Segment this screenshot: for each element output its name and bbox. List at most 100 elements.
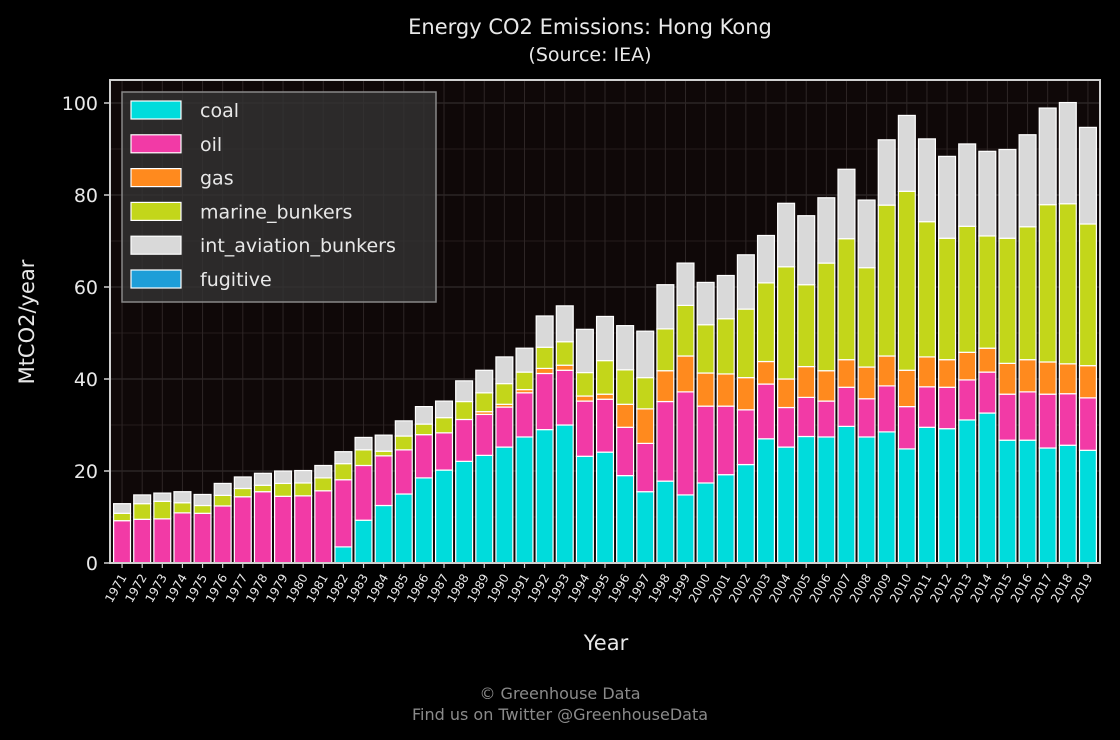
bar-int_aviation_bunkers-2017 [1038,107,1057,206]
x-tick-label: 2019 [1068,572,1095,605]
bar-coal-1986 [414,477,433,564]
bar-marine_bunkers-1978 [253,484,272,493]
bar-marine_bunkers-1975 [193,504,212,514]
bar-int_aviation_bunkers-1998 [656,284,675,330]
bar-oil-2016 [1018,391,1037,441]
bar-marine_bunkers-2019 [1078,223,1097,367]
bar-marine_bunkers-2003 [756,282,776,363]
bar-int_aviation_bunkers-1985 [394,420,413,437]
legend-label-oil: oil [200,134,222,156]
bar-gas-2007 [837,359,856,388]
bar-marine_bunkers-2007 [837,238,856,361]
legend-box [121,91,437,303]
bar-oil-1988 [455,418,474,462]
bar-gas-2008 [857,366,876,400]
bar-oil-2006 [817,400,836,438]
bar-coal-2015 [998,439,1017,564]
y-tick-label: 60 [74,277,98,299]
bar-marine_bunkers-2000 [696,324,715,374]
legend-label-fugitive: fugitive [200,269,272,291]
bar-int_aviation_bunkers-1979 [273,470,293,485]
bar-marine_bunkers-1987 [434,417,454,434]
bar-marine_bunkers-1977 [233,487,252,498]
bar-oil-1977 [233,496,252,564]
bar-marine_bunkers-2016 [1018,226,1037,361]
bar-int_aviation_bunkers-2015 [998,148,1017,239]
bar-coal-2011 [917,426,937,564]
bar-marine_bunkers-1996 [616,369,635,405]
bar-int_aviation_bunkers-2013 [958,143,977,227]
bar-coal-2005 [797,435,816,564]
bar-marine_bunkers-2012 [938,237,957,361]
bar-marine_bunkers-2009 [877,204,896,357]
bar-coal-2002 [736,463,755,564]
bar-marine_bunkers-1983 [354,449,373,467]
bar-coal-2013 [958,419,977,564]
bar-oil-2007 [837,386,856,427]
x-axis-ticks: 1971197219731974197519761977197819791980… [102,563,1096,605]
bar-oil-1980 [294,495,313,564]
y-tick-label: 100 [62,93,98,115]
bar-marine_bunkers-2018 [1058,203,1077,365]
bar-int_aviation_bunkers-1983 [354,436,373,451]
bar-oil-2005 [797,396,816,438]
legend-swatch-coal [130,100,182,120]
bar-coal-2018 [1058,444,1077,564]
bar-oil-1994 [575,400,594,457]
bar-oil-1976 [213,505,232,564]
bar-gas-2005 [797,365,816,398]
bar-oil-1985 [394,449,413,495]
bar-coal-2001 [716,474,735,564]
bar-marine_bunkers-2014 [978,235,997,349]
bar-oil-1997 [636,442,655,493]
bar-marine_bunkers-1988 [455,400,474,421]
bar-int_aviation_bunkers-2016 [1018,134,1037,228]
bar-int_aviation_bunkers-1984 [374,434,393,452]
bar-coal-1983 [354,519,373,564]
bar-marine_bunkers-1993 [555,341,574,366]
bar-oil-1993 [555,369,574,426]
bar-gas-2009 [877,355,896,387]
bar-coal-2004 [777,446,796,564]
bar-marine_bunkers-1976 [213,494,232,507]
bar-gas-2014 [978,347,997,373]
bar-marine_bunkers-1995 [595,360,615,395]
bar-marine_bunkers-2008 [857,267,876,368]
bar-marine_bunkers-1980 [294,482,313,497]
bar-marine_bunkers-1989 [475,392,494,413]
bar-marine_bunkers-1992 [535,346,554,370]
bar-oil-1999 [676,391,695,496]
bar-int_aviation_bunkers-1975 [193,493,212,507]
bar-int_aviation_bunkers-1996 [616,325,635,371]
bar-marine_bunkers-1971 [113,512,132,522]
bar-oil-1984 [374,455,393,507]
bar-oil-2013 [958,379,977,421]
bar-marine_bunkers-1997 [636,377,655,410]
bar-coal-2012 [938,428,957,564]
bar-int_aviation_bunkers-1991 [515,347,534,373]
bar-oil-1973 [153,518,172,564]
bar-coal-2014 [978,412,997,564]
bar-gas-1997 [636,408,655,444]
bar-oil-2018 [1058,393,1077,446]
bar-oil-2014 [978,371,997,414]
bar-gas-1998 [656,370,675,403]
bar-gas-1992 [535,367,554,375]
bar-int_aviation_bunkers-1980 [294,469,313,484]
bar-marine_bunkers-2015 [998,237,1017,364]
bar-gas-2000 [696,372,715,407]
bar-coal-2016 [1018,439,1037,564]
bar-marine_bunkers-1974 [173,502,192,514]
bar-coal-1982 [334,546,353,564]
y-tick-label: 20 [74,461,98,483]
bar-oil-1992 [535,372,554,431]
bar-oil-1979 [273,495,293,564]
bars [113,101,1097,564]
footer-copyright: © Greenhouse Data [479,684,641,703]
chart-title: Energy CO2 Emissions: Hong Kong [408,15,772,39]
bar-int_aviation_bunkers-1987 [434,400,454,419]
bar-int_aviation_bunkers-2009 [877,139,896,206]
bar-marine_bunkers-2005 [797,284,816,368]
bar-marine_bunkers-1973 [153,500,172,520]
